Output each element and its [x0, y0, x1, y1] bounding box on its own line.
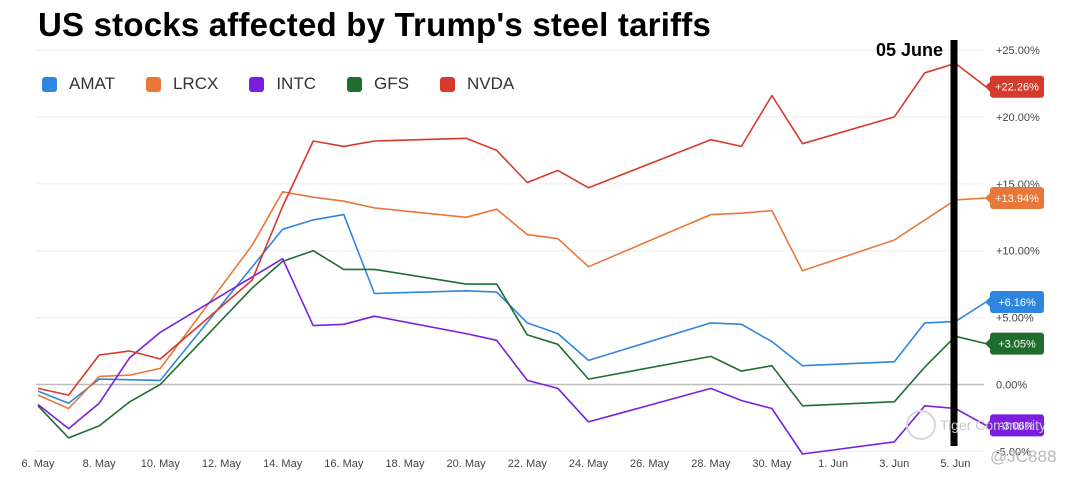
end-value-label-gfs: +3.05% [985, 332, 1044, 355]
end-value-label-nvda: +22.26% [985, 75, 1044, 98]
x-tick-label: 10. May [141, 458, 181, 470]
x-tick-label: 14. May [263, 458, 303, 470]
x-tick-label: 3. Jun [879, 458, 909, 470]
series-line-intc [37, 257, 987, 455]
series-line-nvda [37, 62, 987, 396]
x-tick-label: 6. May [21, 458, 55, 470]
x-tick-label: 18. May [385, 458, 425, 470]
legend-item-amat[interactable]: AMAT [42, 74, 115, 94]
chart-title: US stocks affected by Trump's steel tari… [38, 6, 711, 43]
tiger-community-logo-icon [906, 410, 936, 440]
legend-label: GFS [374, 74, 409, 93]
y-tick-label: -5.00% [996, 446, 1031, 458]
series-line-gfs [37, 249, 987, 439]
end-value-label-intc: -3.06% [985, 414, 1044, 437]
svg-text:+3.05%: +3.05% [998, 339, 1036, 351]
y-tick-label: +20.00% [996, 112, 1040, 124]
watermark: Tiger Community [906, 410, 1046, 440]
svg-text:+22.26%: +22.26% [995, 82, 1039, 94]
x-tick-label: 5. Jun [940, 458, 970, 470]
x-tick-label: 8. May [83, 458, 117, 470]
svg-text:+13.94%: +13.94% [995, 193, 1039, 205]
x-tick-label: 30. May [752, 458, 792, 470]
x-tick-label: 16. May [324, 458, 364, 470]
x-tick-label: 28. May [691, 458, 731, 470]
legend-item-lrcx[interactable]: LRCX [145, 74, 219, 94]
x-tick-label: 1. Jun [818, 458, 848, 470]
x-tick-label: 26. May [630, 458, 670, 470]
y-tick-label: +5.00% [996, 313, 1034, 325]
y-tick-label: +10.00% [996, 246, 1040, 258]
x-tick-label: 20. May [447, 458, 487, 470]
legend-label: AMAT [69, 74, 115, 93]
legend-swatch [145, 76, 161, 92]
end-value-label-lrcx: +13.94% [985, 186, 1044, 209]
date-marker-annotation: 05 June [876, 40, 943, 60]
legend-item-nvda[interactable]: NVDA [439, 74, 515, 94]
legend-swatch [439, 76, 455, 92]
end-value-label-amat: +6.16% [985, 291, 1044, 314]
legend-swatch [42, 76, 57, 92]
svg-text:+6.16%: +6.16% [998, 297, 1036, 309]
legend: AMAT LRCX INTC GFS NVDA [42, 74, 545, 94]
legend-label: NVDA [466, 74, 515, 93]
series-line-lrcx [37, 191, 987, 410]
legend-swatch [249, 76, 265, 92]
x-tick-label: 22. May [508, 458, 548, 470]
legend-label: LRCX [172, 74, 219, 93]
author-handle: @JC888 [990, 447, 1057, 466]
svg-text:-3.06%: -3.06% [1000, 420, 1035, 432]
y-tick-label: +25.00% [996, 45, 1040, 57]
y-tick-label: 0.00% [996, 379, 1027, 391]
legend-label: INTC [276, 74, 316, 93]
series-line-amat [37, 213, 987, 404]
x-tick-label: 24. May [569, 458, 609, 470]
legend-item-gfs[interactable]: GFS [347, 74, 409, 94]
legend-swatch [347, 76, 362, 92]
x-tick-label: 12. May [202, 458, 242, 470]
legend-item-intc[interactable]: INTC [249, 74, 316, 94]
date-marker-line [950, 40, 958, 446]
watermark-text: Tiger Community [940, 417, 1047, 433]
